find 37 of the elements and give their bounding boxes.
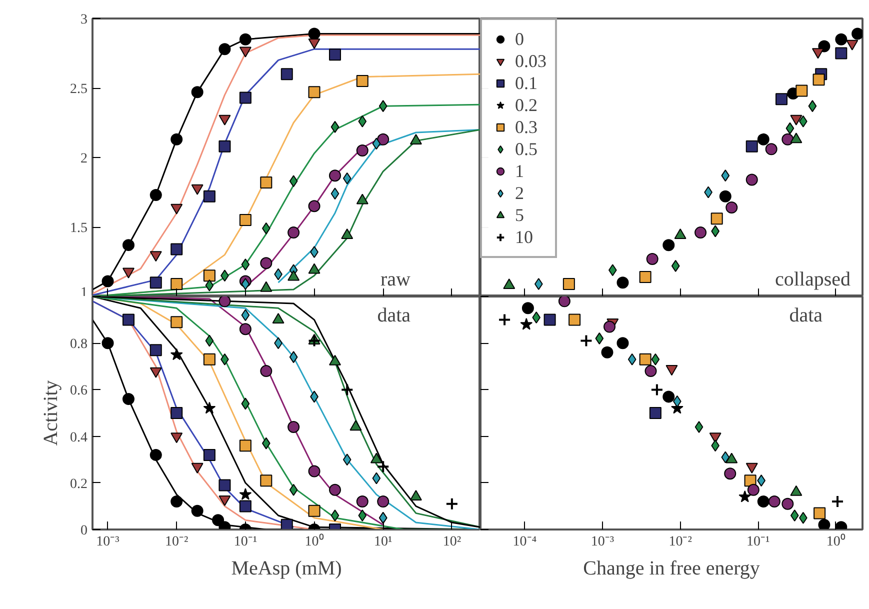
annotation: data [377, 304, 411, 326]
y-tick-label: 0 [80, 524, 88, 538]
legend-label: 1 [515, 160, 525, 182]
y-tick-label: 0.8 [70, 337, 88, 352]
legend-label: 0 [515, 28, 525, 50]
legend-label: 10 [515, 226, 534, 248]
legend-label: 0.03 [515, 50, 546, 72]
x-tick-label: 10¹ [374, 534, 392, 550]
x-axis-title: MeAsp (mM) [231, 558, 342, 580]
y-tick-label: 0.4 [70, 430, 88, 446]
y-tick-label: 1.5 [70, 221, 88, 236]
annotation: collapsed [774, 268, 851, 290]
annotation: raw [380, 268, 412, 290]
x-tick-label: 10⁻² [165, 534, 188, 550]
legend-label: 5 [515, 204, 525, 226]
annotation: data [789, 304, 823, 326]
legend-label: 0.5 [515, 138, 538, 160]
legend-label: 0.3 [515, 116, 538, 138]
y-tick-label: 0.2 [70, 476, 88, 492]
y-axis-title: Activity [40, 380, 62, 446]
y-tick-label: 2 [80, 152, 88, 166]
x-tick-label: 10⁻¹ [234, 534, 258, 550]
y-tick-label: 3 [80, 12, 88, 28]
y-tick-label: 2.5 [70, 82, 88, 97]
x-tick-label: 10⁰ [826, 534, 846, 550]
legend-label: 0.1 [515, 72, 538, 94]
legend-label: 2 [515, 182, 525, 204]
x-tick-label: 10⁻¹ [746, 534, 770, 550]
x-tick-label: 10⁻³ [590, 534, 614, 550]
y-tick-label: 0.6 [70, 384, 88, 399]
legend-label: 0.2 [515, 94, 538, 116]
x-axis-title: Change in free energy [583, 558, 760, 580]
x-tick-label: 10⁻² [668, 534, 692, 550]
x-tick-label: 10⁻⁴ [512, 534, 537, 550]
x-tick-label: 10² [442, 534, 462, 550]
x-tick-label: 10⁰ [304, 534, 324, 550]
x-tick-label: 10⁻³ [96, 534, 120, 550]
